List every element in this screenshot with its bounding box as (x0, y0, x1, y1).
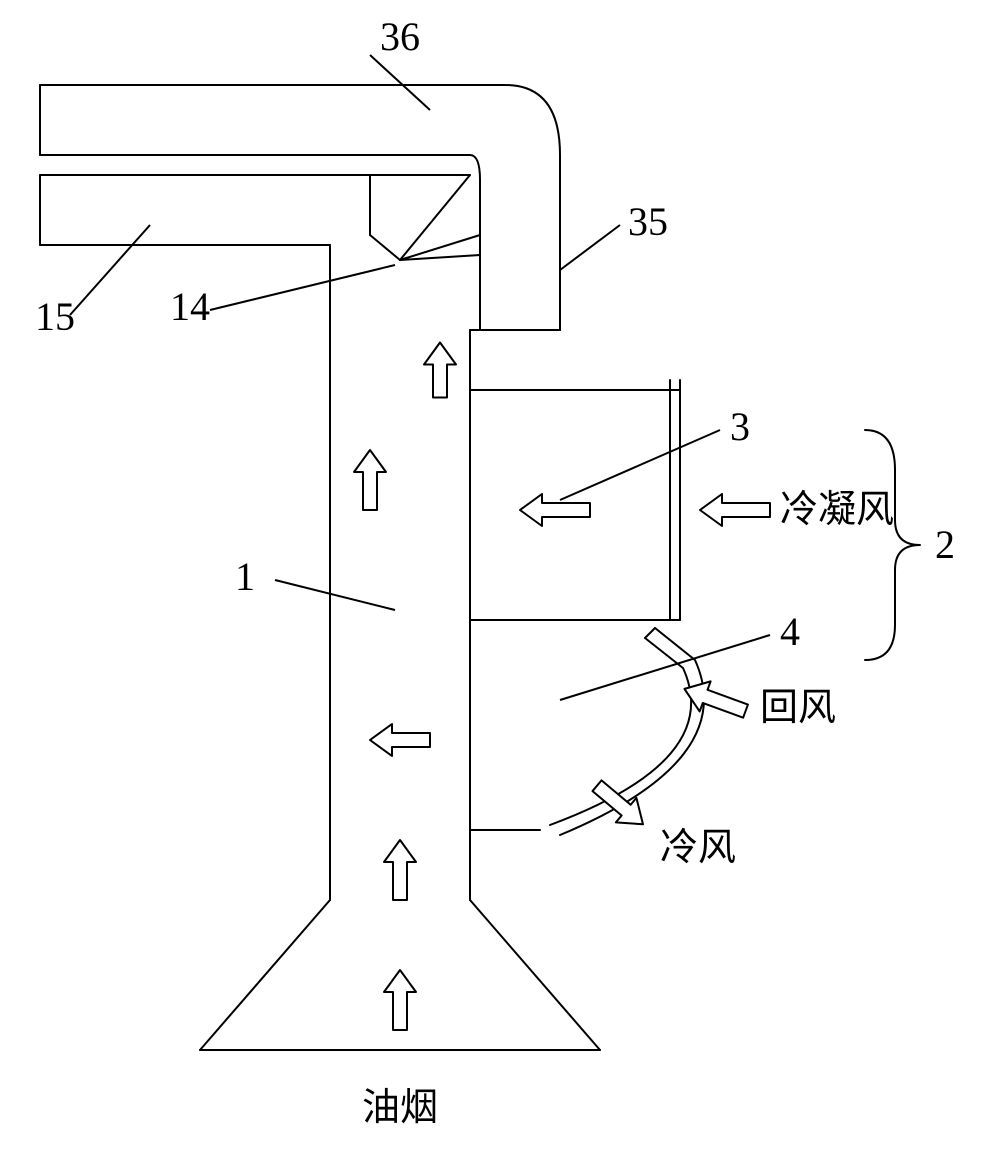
label-15: 15 (35, 294, 75, 339)
label-fume: 油烟 (362, 1087, 438, 1129)
label-1: 1 (235, 554, 255, 599)
label-36: 36 (380, 14, 420, 59)
label-14: 14 (170, 284, 210, 329)
arrow-cond-into-duct (520, 494, 590, 526)
arrow-fume-in (384, 970, 416, 1030)
label-return-wind: 回风 (760, 687, 836, 729)
pipe-36 (40, 85, 560, 330)
arrow-duct-up-3 (424, 343, 456, 398)
leader-4 (560, 635, 770, 700)
arrow-duct-up-2 (354, 450, 386, 510)
label-3: 3 (730, 404, 750, 449)
label-2: 2 (935, 522, 955, 567)
side-unit-2 (470, 380, 704, 835)
labels: 363515141342冷凝风回风冷风油烟 (35, 14, 955, 1129)
figure-root: 363515141342冷凝风回风冷风油烟 (35, 14, 955, 1129)
leader-36 (370, 55, 430, 110)
brace-2 (865, 430, 920, 660)
arrow-duct-up-1 (384, 840, 416, 900)
arrow-cond-wind-in (700, 494, 770, 526)
main-duct-1 (330, 245, 560, 900)
leader-15 (70, 225, 150, 315)
arrow-into-duct-lower (370, 724, 430, 756)
leader-1 (275, 580, 395, 610)
leader-14 (210, 265, 395, 310)
label-35: 35 (628, 199, 668, 244)
leader-3 (560, 430, 720, 500)
flow-arrows (354, 343, 770, 1031)
label-4: 4 (780, 609, 800, 654)
label-cond-wind: 冷凝风 (780, 489, 894, 531)
pipe-15 (40, 175, 470, 245)
leader-35 (560, 225, 620, 270)
label-cold-wind: 冷风 (660, 827, 736, 869)
